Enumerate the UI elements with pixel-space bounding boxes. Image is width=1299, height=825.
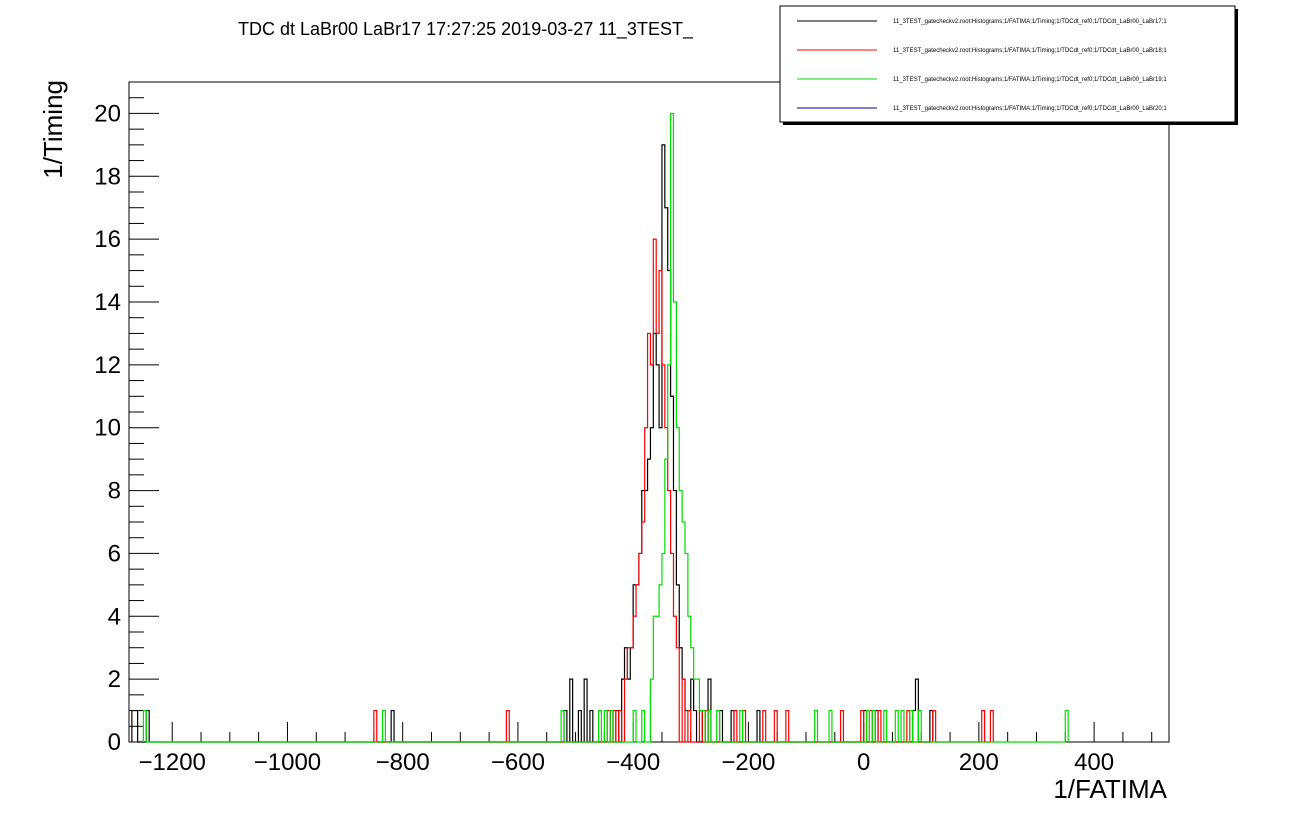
legend: 11_3TEST_gatecheckv2.root:Histograms;1/F…	[779, 5, 1238, 125]
x-axis: −1200 −1000 −800 −600 −400 −200 0 200 400	[139, 722, 1153, 776]
x-tick-label: 0	[857, 749, 870, 776]
y-axis-label: 1/Timing	[38, 80, 68, 179]
legend-label-1: 11_3TEST_gatecheckv2.root:Histograms;1/F…	[893, 19, 1167, 25]
y-tick-label: 4	[108, 603, 121, 630]
y-tick-label: 0	[108, 729, 121, 756]
y-tick-label: 8	[108, 478, 121, 505]
legend-box	[779, 5, 1236, 123]
legend-label-3: 11_3TEST_gatecheckv2.root:Histograms;1/F…	[893, 77, 1167, 83]
legend-label-4: 11_3TEST_gatecheckv2.root:Histograms;1/F…	[893, 106, 1167, 112]
x-tick-label: −600	[491, 749, 545, 776]
plot-frame	[128, 81, 1170, 743]
chart-title: TDC dt LaBr00 LaBr17 17:27:25 2019-03-27…	[238, 19, 694, 40]
y-tick-label: 10	[94, 415, 121, 442]
x-tick-label: −800	[376, 749, 430, 776]
series-1-line	[131, 144, 934, 743]
y-tick-label: 16	[94, 226, 121, 253]
y-tick-label: 6	[108, 540, 121, 567]
legend-label-2: 11_3TEST_gatecheckv2.root:Histograms;1/F…	[893, 48, 1167, 54]
x-tick-label: 200	[959, 749, 999, 776]
x-tick-label: −1200	[139, 749, 206, 776]
x-tick-label: 400	[1074, 749, 1114, 776]
plot-area	[128, 81, 1170, 743]
series-3-line	[142, 112, 1069, 743]
x-tick-label: −400	[606, 749, 660, 776]
x-tick-label: −200	[721, 749, 775, 776]
y-axis: 0 2 4 6 8 10 12 14 16 18 20	[94, 81, 159, 756]
y-tick-label: 12	[94, 352, 121, 379]
x-axis-label: 1/FATIMA	[1053, 774, 1167, 804]
y-tick-label: 14	[94, 289, 121, 316]
x-tick-label: −1000	[254, 749, 321, 776]
y-tick-label: 18	[94, 163, 121, 190]
y-tick-label: 2	[108, 666, 121, 693]
series-layer	[131, 112, 1069, 743]
y-tick-label: 20	[94, 100, 121, 127]
